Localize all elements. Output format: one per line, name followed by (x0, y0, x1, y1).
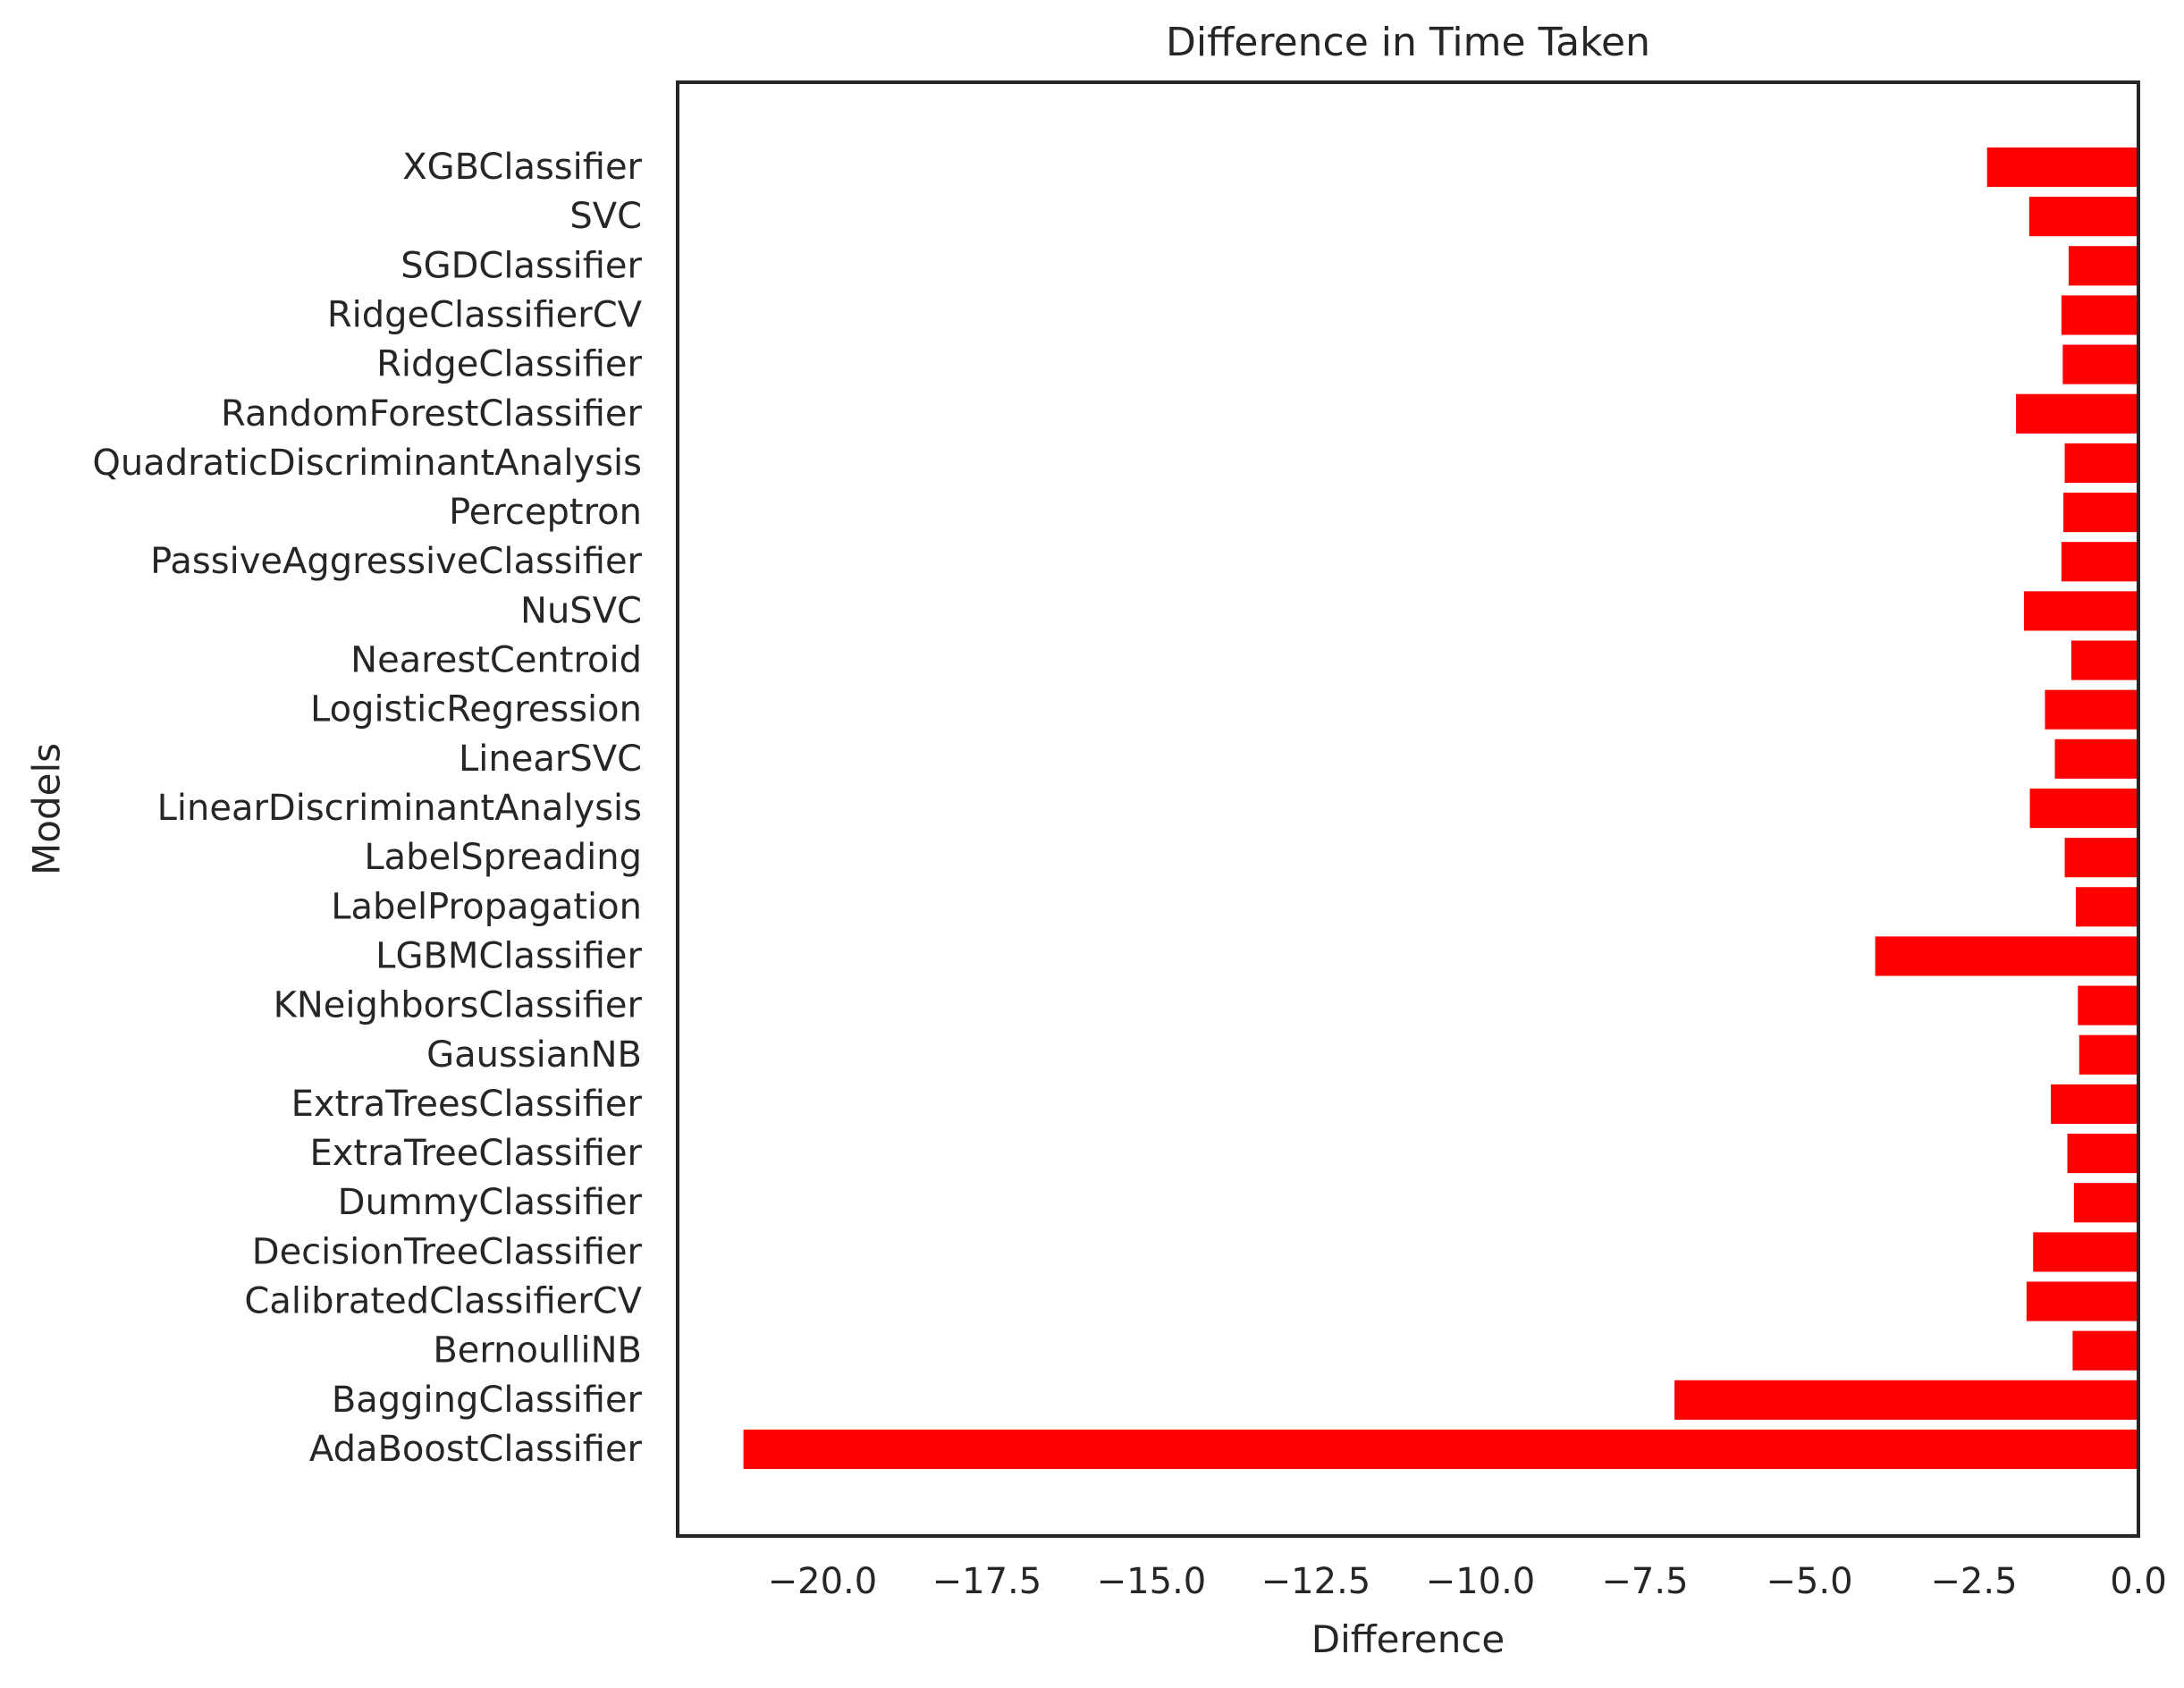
bar-KNeighborsClassifier (2078, 985, 2138, 1025)
y-tick-label: LinearDiscriminantAnalysis (157, 788, 642, 829)
y-axis-label: Models (25, 743, 69, 875)
y-tick-label: RandomForestClassifier (221, 393, 643, 435)
bar-Perceptron (2063, 493, 2138, 533)
bar-LabelPropagation (2076, 887, 2138, 927)
x-tick-label: −17.5 (932, 1561, 1042, 1602)
bar-LogisticRegression (2045, 689, 2138, 730)
bar-PassiveAggressiveClassifier (2061, 542, 2138, 582)
bar-ExtraTreesClassifier (2051, 1084, 2138, 1124)
bar-BernoulliNB (2072, 1330, 2138, 1371)
y-tick-label: LabelSpreading (364, 837, 642, 878)
bar-LinearSVC (2054, 738, 2138, 779)
y-tick-label: ExtraTreesClassifier (291, 1084, 643, 1125)
y-tick-label: SGDClassifier (401, 245, 642, 286)
x-tick-label: −10.0 (1426, 1561, 1536, 1602)
y-tick-label: ExtraTreeClassifier (309, 1133, 642, 1174)
bar-GaussianNB (2079, 1034, 2138, 1075)
y-tick-label: Perceptron (449, 492, 642, 533)
bar-SVC (2028, 197, 2138, 237)
plot-frame (676, 80, 2140, 1538)
bar-LGBMClassifier (1875, 936, 2138, 976)
x-tick-label: −20.0 (768, 1561, 878, 1602)
bar-RidgeClassifierCV (2061, 295, 2138, 335)
bar-NuSVC (2023, 591, 2138, 631)
y-tick-label: BernoulliNB (433, 1330, 642, 1372)
y-tick-label: CalibratedClassifierCV (244, 1281, 642, 1322)
x-tick-label: −7.5 (1601, 1561, 1688, 1602)
x-tick-label: −2.5 (1930, 1561, 2017, 1602)
y-tick-label: SVC (569, 196, 642, 237)
bar-QuadraticDiscriminantAnalysis (2064, 443, 2138, 483)
y-tick-label: DummyClassifier (338, 1182, 643, 1223)
y-tick-label: QuadraticDiscriminantAnalysis (92, 443, 642, 484)
y-tick-label: GaussianNB (426, 1034, 642, 1076)
bar-DummyClassifier (2073, 1183, 2138, 1223)
bar-RidgeClassifier (2062, 344, 2138, 384)
y-tick-label: KNeighborsClassifier (274, 985, 643, 1026)
y-tick-label: RidgeClassifier (376, 344, 642, 385)
bar-NearestCentroid (2070, 640, 2138, 680)
bar-RandomForestClassifier (2016, 393, 2138, 434)
bar-SGDClassifier (2068, 246, 2138, 286)
y-tick-label: LogisticRegression (310, 689, 642, 730)
x-tick-label: −15.0 (1097, 1561, 1207, 1602)
y-tick-label: BaggingClassifier (332, 1380, 643, 1421)
y-tick-label: NuSVC (520, 590, 642, 631)
y-tick-label: RidgeClassifierCV (327, 294, 643, 335)
y-tick-label: LabelPropagation (331, 886, 642, 927)
y-tick-label: DecisionTreeClassifier (252, 1231, 643, 1272)
bar-DecisionTreeClassifier (2033, 1232, 2138, 1272)
y-tick-label: AdaBoostClassifier (309, 1429, 643, 1470)
bar-CalibratedClassifierCV (2026, 1281, 2138, 1321)
bars-group (743, 147, 2139, 1470)
x-tick-label: −12.5 (1261, 1561, 1371, 1602)
bar-ExtraTreeClassifier (2067, 1134, 2138, 1174)
bar-AdaBoostClassifier (743, 1429, 2139, 1470)
bar-XGBClassifier (1986, 147, 2138, 188)
y-tick-label: NearestCentroid (350, 640, 642, 681)
bar-LabelSpreading (2064, 838, 2138, 878)
y-tick-label: LGBMClassifier (375, 935, 642, 976)
bar-BaggingClassifier (1674, 1380, 2138, 1420)
x-tick-label: 0.0 (2110, 1561, 2167, 1602)
y-tick-label: LinearSVC (459, 738, 642, 780)
y-tick-label: PassiveAggressiveClassifier (150, 541, 642, 582)
y-tick-label: XGBClassifier (402, 147, 642, 188)
x-tick-labels: −20.0 −17.5 −15.0 −12.5 −10.0 −7.5 −5.0 −2.5 0.0 (768, 1561, 2167, 1602)
chart-title: Difference in Time Taken (1166, 20, 1650, 65)
x-axis-label: Difference (1311, 1617, 1505, 1661)
x-tick-label: −5.0 (1766, 1561, 1852, 1602)
y-tick-labels: AdaBoostClassifier BaggingClassifier Berno… (92, 147, 642, 1470)
bar-LinearDiscriminantAnalysis (2029, 788, 2138, 829)
